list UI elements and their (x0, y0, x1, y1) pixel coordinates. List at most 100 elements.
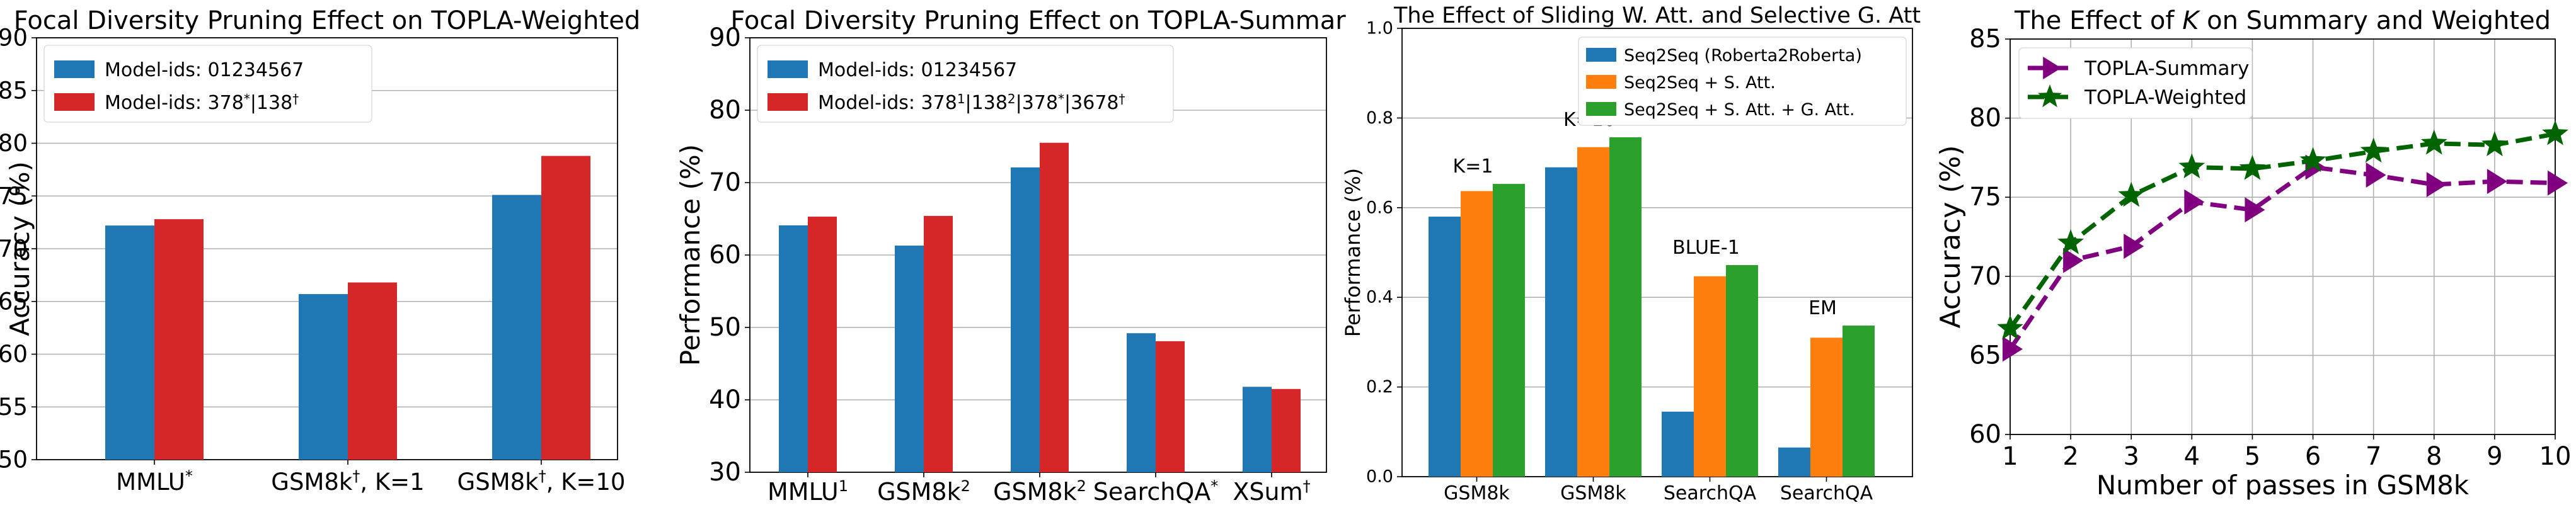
bar (105, 225, 154, 460)
bar (348, 282, 397, 460)
y-tick-label: 50 (709, 313, 741, 342)
data-point (2481, 131, 2508, 157)
legend (757, 45, 1174, 123)
data-point (2366, 162, 2386, 188)
data-point (2124, 234, 2144, 259)
chart-title: Focal Diversity Pruning Effect on TOPLA-… (14, 6, 640, 35)
legend-swatch (1586, 102, 1616, 116)
bar (1843, 326, 1875, 477)
data-point (2360, 137, 2387, 163)
y-axis-label: Accuracy (%) (1935, 145, 1967, 328)
legend (43, 45, 372, 123)
y-tick-label: 85 (0, 77, 28, 104)
bar (1577, 147, 1609, 477)
x-tick-label: 2 (2062, 442, 2078, 471)
y-tick-label: 0.2 (1366, 377, 1393, 397)
x-tick-label: 4 (2184, 442, 2200, 471)
y-tick-label: 50 (0, 446, 28, 474)
bar (1429, 217, 1461, 477)
x-tick-label: 1 (2002, 442, 2018, 471)
axes-frame (2010, 38, 2556, 435)
y-tick-label: 60 (0, 341, 28, 368)
legend-label: Model-ids: 378*​|138†​ (105, 91, 299, 114)
y-tick-label: 90 (0, 25, 28, 52)
y-tick-label: 65 (0, 288, 28, 315)
x-tick-label: MMLU* (116, 467, 193, 496)
bar (1461, 191, 1493, 477)
legend-marker (2038, 84, 2062, 108)
legend-swatch (1586, 48, 1616, 62)
x-axis-label: Number of passes in GSM8k (2096, 470, 2470, 501)
bar-annotation: K=1 (1453, 156, 1493, 178)
bar (1493, 184, 1525, 477)
x-tick-label: SearchQA (1780, 482, 1873, 504)
data-point (2184, 189, 2205, 215)
x-tick-label: 5 (2245, 442, 2260, 471)
legend-label: Seq2Seq + S. Att. (1624, 73, 1776, 93)
chart-title: Focal Diversity Pruning Effect on TOPLA-… (730, 6, 1346, 35)
data-point (2063, 247, 2084, 273)
data-point (1997, 314, 2023, 340)
y-tick-label: 70 (0, 235, 28, 263)
y-tick-label: 80 (1969, 104, 2001, 133)
bar (1272, 389, 1301, 472)
legend-label: Seq2Seq + S. Att. + G. Att. (1624, 100, 1854, 120)
y-tick-label: 90 (709, 23, 741, 52)
x-tick-label: GSM8k†, K=1 (271, 467, 424, 496)
legend (1578, 37, 1907, 126)
bar (895, 246, 924, 472)
data-point (2118, 181, 2145, 207)
legend-swatch (1586, 75, 1616, 89)
y-tick-label: 80 (0, 130, 28, 157)
y-tick-label: 70 (709, 168, 741, 197)
data-point (2245, 197, 2265, 223)
bar (492, 195, 541, 460)
bar-annotation: EM (1808, 297, 1837, 319)
bar (1127, 333, 1156, 472)
y-tick-label: 85 (1969, 25, 2001, 54)
series-line (2008, 132, 2556, 330)
bar (1662, 411, 1694, 477)
x-tick-label: 8 (2426, 442, 2442, 471)
y-tick-label: 0.4 (1366, 288, 1393, 307)
y-tick-label: 0.0 (1366, 467, 1393, 487)
chart-title: The Effect of Sliding W. Att. and Select… (1393, 3, 1921, 28)
data-point (2548, 170, 2568, 196)
legend-label: TOPLA-Summary (2084, 57, 2250, 80)
y-axis-label: Performance (%) (675, 144, 706, 366)
y-tick-label: 30 (709, 458, 741, 487)
bar-annotation: BLUE-1 (1672, 237, 1740, 259)
bar (779, 225, 808, 472)
x-tick-label: GSM8k2 (877, 477, 970, 506)
y-tick-label: 70 (1969, 262, 2001, 291)
x-tick-label: 6 (2305, 442, 2321, 471)
x-tick-label: GSM8k (1444, 482, 1510, 504)
chart-title: The Effect of K on Summary and Weighted (2014, 6, 2551, 35)
x-tick-label: SearchQA* (1093, 477, 1218, 506)
y-tick-label: 1.0 (1366, 19, 1393, 38)
data-point (2299, 147, 2326, 173)
y-axis-label: Accuracy (%) (4, 161, 35, 336)
x-tick-label: MMLU1 (768, 477, 848, 506)
data-point (2542, 120, 2568, 145)
data-point (2239, 155, 2266, 180)
bar (1726, 264, 1758, 477)
y-tick-label: 60 (1969, 420, 2001, 449)
bar (154, 219, 204, 460)
bar (299, 294, 348, 460)
bar (1545, 167, 1577, 477)
bar (1011, 167, 1040, 472)
legend-label: Model-ids: 3781​|1382​|378*​|3678†​ (818, 91, 1125, 114)
y-tick-label: 0.6 (1366, 198, 1393, 217)
x-tick-label: 9 (2487, 442, 2502, 471)
bar (1778, 447, 1810, 477)
bar (1694, 276, 1726, 477)
legend-label: Model-ids: 01234567 (105, 59, 304, 81)
legend (2018, 47, 2253, 119)
data-point (2057, 229, 2084, 254)
legend-swatch (768, 93, 808, 111)
bar (808, 217, 837, 472)
bar (1609, 137, 1642, 477)
bar (1243, 387, 1272, 472)
y-tick-label: 0.8 (1366, 108, 1393, 128)
